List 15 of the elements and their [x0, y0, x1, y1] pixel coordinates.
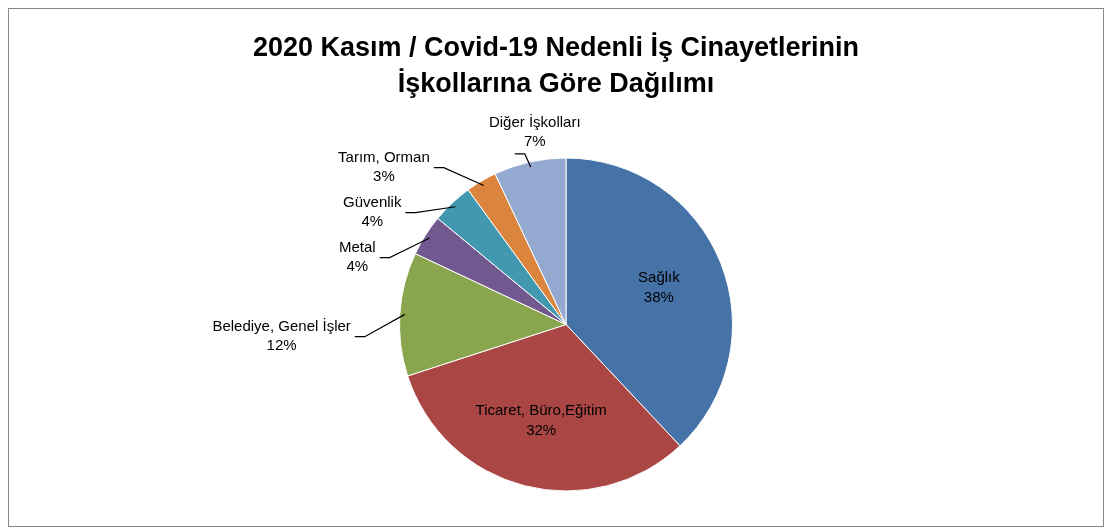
slice-label: Ticaret, Büro,Eğitim — [475, 401, 607, 419]
data-label: 4% — [361, 212, 384, 230]
slice-label: Diğer İşkolları — [488, 113, 581, 131]
data-label: 32% — [526, 421, 557, 439]
slice-label: Belediye, Genel İşler — [212, 317, 351, 335]
slice-label: Metal — [338, 238, 376, 256]
data-label: 38% — [643, 287, 674, 305]
data-label: 7% — [523, 132, 546, 150]
slice-label: Tarım, Orman — [338, 148, 430, 166]
slice-label: Güvenlik — [343, 193, 402, 211]
data-label: 3% — [373, 167, 395, 185]
chart-title: 2020 Kasım / Covid-19 Nedenli İş Cinayetlerinin İşkollarına Göre Dağılımı — [251, 31, 861, 100]
slice-label: Sağlık — [638, 267, 681, 285]
data-label: 4% — [346, 257, 369, 275]
data-label: 12% — [266, 336, 297, 354]
